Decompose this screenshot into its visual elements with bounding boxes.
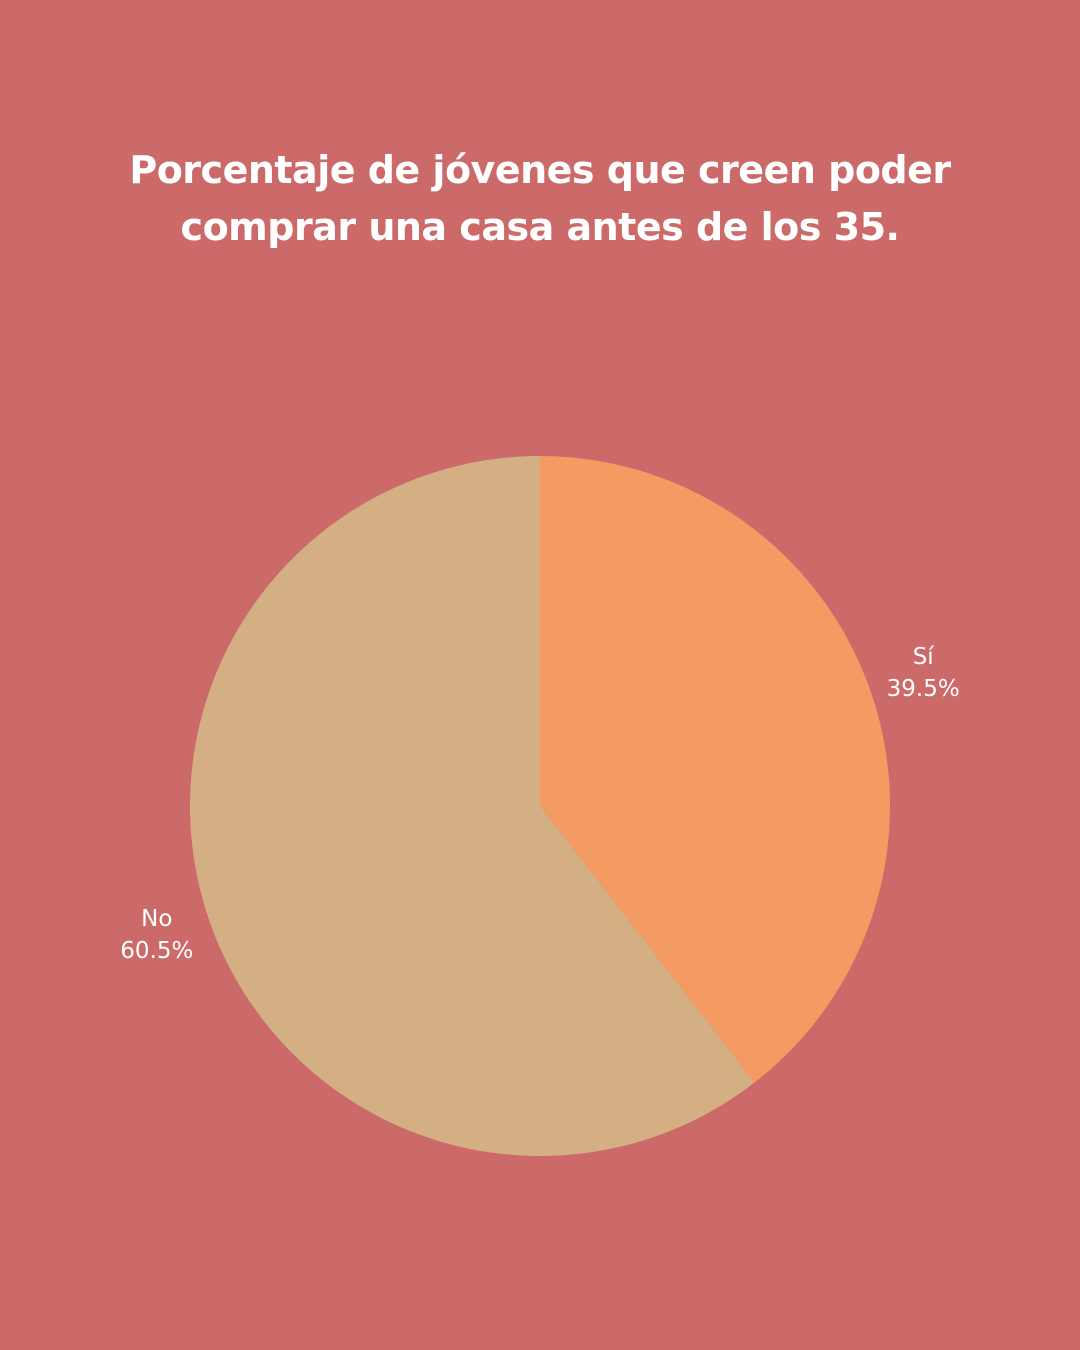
slice-label-1: No [141, 906, 172, 932]
slice-percent-label-1: 60.5% [120, 938, 193, 964]
slice-percent-label-0: 39.5% [887, 676, 960, 702]
pie-slice-1 [189, 456, 755, 1156]
chart-title: Porcentaje de jóvenes que creen poder co… [129, 148, 951, 249]
slice-label-0: Sí [913, 644, 935, 670]
pie-slice-0 [540, 456, 890, 1083]
